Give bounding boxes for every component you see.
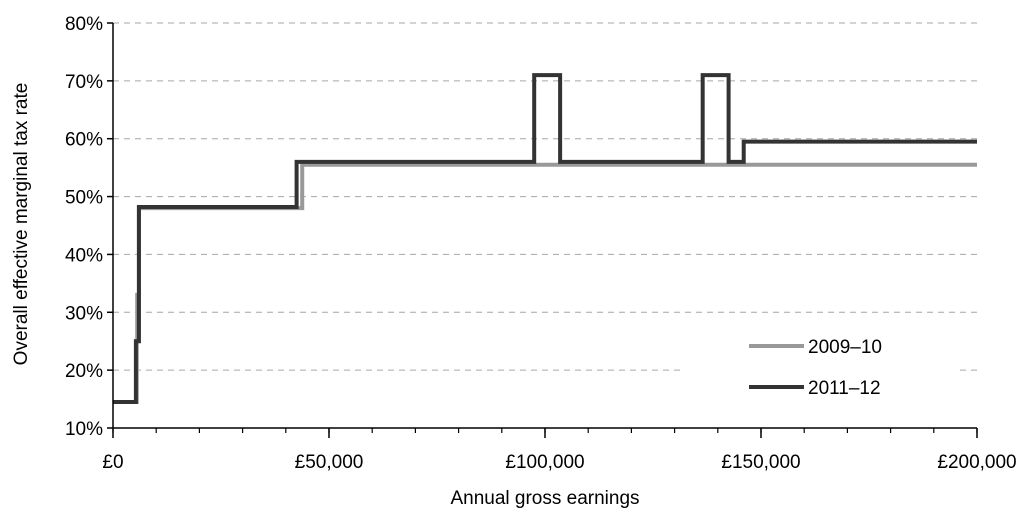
y-tick-label-40: 40% xyxy=(65,245,103,266)
axes xyxy=(107,22,978,438)
legend-label-2009-10: 2009–10 xyxy=(808,337,882,358)
y-tick-label-50: 50% xyxy=(65,188,103,209)
x-tick-label-0: £0 xyxy=(102,452,123,473)
series-lines xyxy=(113,73,977,404)
series-line-2011-12 xyxy=(113,73,977,404)
tick-labels: 10% 20% 30% 40% 50% 60% 70% 80% £0 £50,000 £100,00… xyxy=(65,14,1017,473)
y-axis-title: Overall effective marginal tax rate xyxy=(11,83,32,366)
x-tick-label-100000: £100,000 xyxy=(505,452,584,473)
y-tick-label-70: 70% xyxy=(65,72,103,93)
y-tick-label-60: 60% xyxy=(65,130,103,151)
y-tick-label-80: 80% xyxy=(65,14,103,35)
y-tick-label-30: 30% xyxy=(65,303,103,324)
legend-background xyxy=(680,322,960,412)
legend-label-2011-12: 2011–12 xyxy=(808,378,881,399)
x-tick-label-50000: £50,000 xyxy=(295,452,364,473)
y-tick-label-10: 10% xyxy=(65,419,103,440)
legend: 2009–10 2011–12 xyxy=(680,322,960,412)
y-tick-label-20: 20% xyxy=(65,361,103,382)
x-tick-label-150000: £150,000 xyxy=(721,452,800,473)
grid-lines xyxy=(113,22,977,371)
x-tick-label-200000: £200,000 xyxy=(937,452,1016,473)
x-axis-title: Annual gross earnings xyxy=(450,488,639,509)
